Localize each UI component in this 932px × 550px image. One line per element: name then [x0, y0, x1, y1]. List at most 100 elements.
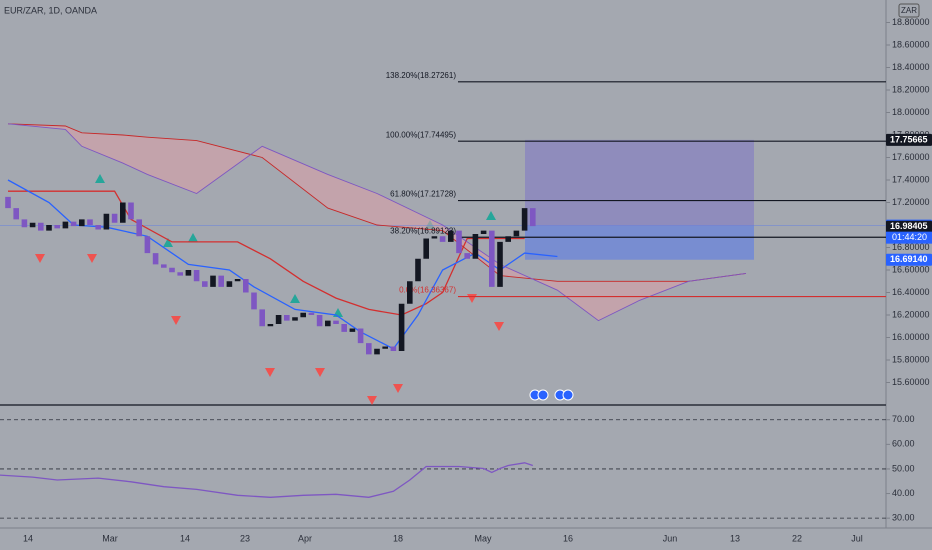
currency: ZAR [901, 6, 917, 15]
price-tag [886, 133, 932, 146]
events [529, 389, 574, 401]
y-tick-label: 15.80000 [892, 354, 930, 364]
rsi-line [0, 462, 534, 498]
x-tick-label: 16 [563, 533, 573, 543]
candle [226, 281, 233, 287]
fib-label: 38.20%(16.89123) [390, 226, 456, 235]
candle [308, 312, 315, 315]
y-tick-label: 16.40000 [892, 287, 930, 297]
candle [398, 303, 405, 351]
candle [357, 328, 364, 344]
candle [472, 234, 479, 259]
candle [407, 281, 413, 304]
candle [316, 315, 323, 327]
candle [5, 196, 11, 209]
cloud [8, 123, 746, 321]
target-zone [525, 139, 754, 226]
y-tick-label: 16.80000 [892, 242, 930, 252]
currency-box [898, 3, 920, 18]
candle [333, 320, 339, 324]
candle [456, 230, 462, 254]
candle [530, 208, 536, 227]
candle [144, 236, 151, 254]
x-tick-label: Mar [102, 533, 118, 543]
candle [382, 346, 388, 349]
candle [46, 225, 52, 231]
candle [448, 230, 454, 242]
candle [136, 219, 142, 237]
candle [185, 270, 192, 276]
fib-label: 61.80%(17.21728) [390, 190, 456, 199]
y-tick-label: 16.60000 [892, 264, 930, 274]
x-tick-label: Jul [851, 533, 863, 543]
x-tick-label: 23 [240, 533, 250, 543]
signals [35, 174, 504, 405]
candle [251, 292, 257, 310]
candle [79, 219, 85, 227]
candle [111, 213, 118, 223]
candle [161, 264, 167, 268]
y-tick-label: 30.00 [892, 513, 915, 523]
candle [29, 222, 36, 228]
y-tick-label: 18.60000 [892, 39, 930, 49]
candle [275, 315, 282, 324]
candle [128, 202, 134, 220]
candle [292, 317, 298, 321]
countdown: 01:44:20 [892, 232, 927, 242]
chart-title: EUR/ZAR, 1D, OANDA [4, 5, 97, 15]
candle [284, 315, 290, 321]
y-tick-label: 50.00 [892, 463, 915, 473]
candle [267, 324, 274, 327]
candle [62, 221, 69, 229]
candle [521, 208, 528, 231]
price-tag [886, 253, 932, 266]
fib-label: 100.00%(17.74495) [386, 130, 457, 139]
event-icon[interactable] [562, 389, 574, 401]
candle [497, 241, 503, 287]
y-tick-label: 17.60000 [892, 152, 930, 162]
price-tag-label: 16.98405 [890, 221, 928, 231]
y-tick-label: 16.00000 [892, 332, 930, 342]
candle [366, 343, 372, 355]
candle [218, 275, 224, 287]
candle [21, 219, 28, 228]
candle [234, 279, 241, 282]
candle [325, 320, 331, 327]
x-tick-label: 13 [730, 533, 740, 543]
y-tick-label: 70.00 [892, 414, 915, 424]
y-tick-label: 16.20000 [892, 309, 930, 319]
candle [87, 219, 93, 225]
candle [13, 208, 19, 220]
y-tick-label: 15.60000 [892, 377, 930, 387]
y-tick-label: 18.20000 [892, 84, 930, 94]
price-tag [886, 220, 932, 233]
y-tick-label: 17.20000 [892, 197, 930, 207]
y-tick-label: 18.00000 [892, 107, 930, 117]
candle [95, 225, 101, 230]
x-tick-label: Jun [663, 533, 678, 543]
candle [505, 236, 511, 242]
candle [513, 230, 520, 237]
candle [423, 238, 429, 259]
y-tick-label: 40.00 [892, 488, 915, 498]
candle [38, 222, 44, 231]
candle [341, 324, 347, 332]
x-tick-label: 14 [23, 533, 33, 543]
fib-label: 0.0%(16.36367) [399, 286, 456, 295]
event-icon[interactable] [537, 389, 549, 401]
x-tick-label: Apr [298, 533, 312, 543]
stop-zone [525, 225, 754, 260]
x-tick-label: 14 [180, 533, 190, 543]
candle [120, 202, 126, 223]
y-tick-label: 18.80000 [892, 17, 930, 27]
candle [390, 346, 397, 351]
candle [103, 213, 110, 230]
candle [374, 348, 380, 355]
candle [480, 230, 487, 234]
candle [464, 253, 470, 259]
indicator-line [7, 123, 747, 282]
candle [489, 230, 495, 287]
candle [169, 267, 175, 273]
y-tick-label: 18.40000 [892, 62, 930, 72]
